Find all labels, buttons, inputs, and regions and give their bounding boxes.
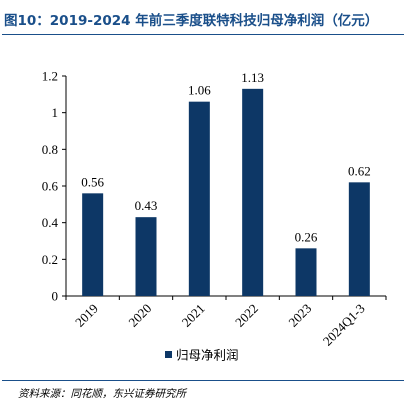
data-label: 0.62 [348,163,371,178]
bar-2021 [188,101,210,297]
x-tick-label: 2020 [125,301,154,330]
chart-title: 图10：2019-2024 年前三季度联特科技归母净利润（亿元） [4,13,379,29]
x-tick-label: 2021 [179,301,208,330]
data-label: 0.56 [81,174,104,189]
legend: 归母净利润 [165,349,239,363]
source-rule [2,380,404,381]
legend-label: 归母净利润 [176,349,239,363]
bar-2019 [82,193,104,296]
y-tick-label: 1.2 [42,69,58,84]
y-tick-label: 0.4 [42,215,59,230]
y-tick-label: 0.8 [42,142,58,157]
data-label: 0.43 [135,198,158,213]
bar-2023 [295,248,317,296]
y-tick-label: 1 [52,105,59,120]
data-labels: 0.56 0.43 1.06 1.13 0.26 0.62 [81,70,371,244]
bar-2022 [242,88,264,296]
x-tick-label: 2019 [72,301,101,330]
y-tick-label: 0 [52,289,59,304]
x-tick-label: 2023 [285,301,314,330]
bars [82,88,370,297]
bar-2020 [135,217,157,296]
source-note: 资料来源：同花顺，东兴证券研究所 [18,388,186,400]
legend-swatch [165,351,172,358]
title-rule [2,34,404,35]
data-label: 1.06 [188,83,211,98]
y-tick-label: 0.6 [42,179,59,194]
x-tick-label: 2022 [232,301,261,330]
x-tick-label: 2024Q1-3 [320,301,368,349]
y-tick-label: 0.2 [42,252,58,267]
data-label: 1.13 [241,70,264,85]
chart-axes [62,75,387,300]
data-label: 0.26 [295,229,318,244]
bar-2024Q1-3 [348,182,370,296]
